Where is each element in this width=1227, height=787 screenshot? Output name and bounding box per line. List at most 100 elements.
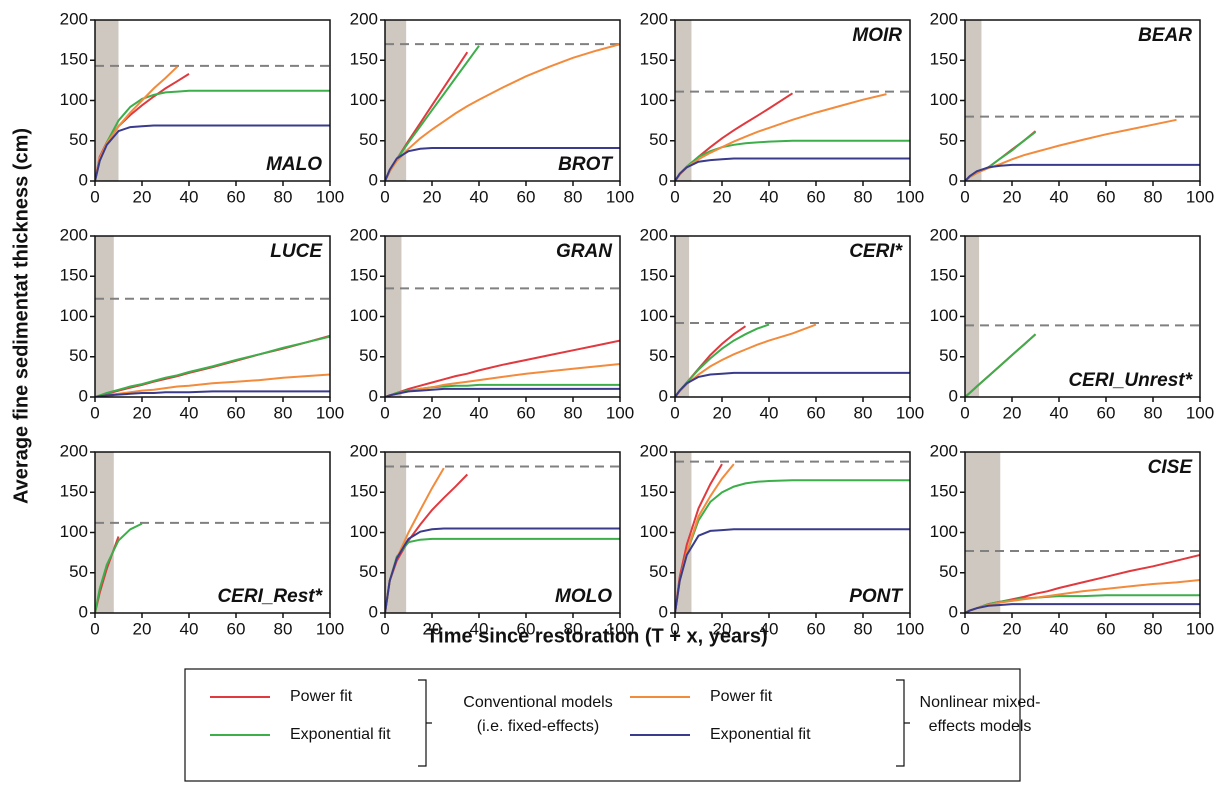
x-tick-label: 40 bbox=[1050, 619, 1069, 638]
x-tick-label: 100 bbox=[1186, 187, 1214, 206]
y-tick-label: 0 bbox=[369, 170, 378, 189]
fit-line bbox=[385, 363, 620, 397]
x-tick-label: 20 bbox=[713, 619, 732, 638]
fit-line bbox=[675, 93, 887, 181]
restoration-shade bbox=[675, 20, 692, 181]
x-tick-label: 60 bbox=[807, 619, 826, 638]
panel-title: PONT bbox=[849, 586, 903, 607]
x-tick-label: 40 bbox=[180, 619, 199, 638]
x-tick-label: 40 bbox=[470, 187, 489, 206]
panel: 0 50 100 150 200 0 20 40 60 80 100 MOIR bbox=[640, 9, 925, 206]
y-tick-label: 50 bbox=[939, 562, 958, 581]
x-tick-label: 80 bbox=[564, 619, 583, 638]
fit-line bbox=[675, 323, 817, 397]
fit-line bbox=[965, 603, 1200, 613]
x-tick-label: 100 bbox=[1186, 403, 1214, 422]
x-tick-label: 60 bbox=[227, 187, 246, 206]
y-tick-label: 200 bbox=[640, 225, 668, 244]
y-tick-label: 0 bbox=[79, 602, 88, 621]
panel-title: CERI_Rest* bbox=[217, 586, 323, 607]
x-tick-label: 20 bbox=[1003, 403, 1022, 422]
fit-line bbox=[95, 390, 330, 397]
panel: 0 50 100 150 200 0 20 40 60 80 100 PONT bbox=[640, 441, 925, 638]
y-tick-label: 100 bbox=[350, 522, 378, 541]
x-tick-label: 100 bbox=[606, 619, 634, 638]
y-tick-label: 200 bbox=[350, 441, 378, 460]
fit-line bbox=[675, 157, 910, 181]
x-tick-label: 20 bbox=[423, 619, 442, 638]
y-tick-label: 100 bbox=[350, 306, 378, 325]
y-tick-label: 200 bbox=[930, 441, 958, 460]
y-tick-label: 100 bbox=[60, 306, 88, 325]
y-tick-label: 200 bbox=[60, 441, 88, 460]
y-tick-label: 0 bbox=[949, 386, 958, 405]
y-tick-label: 0 bbox=[79, 170, 88, 189]
x-tick-label: 100 bbox=[896, 187, 924, 206]
fit-line bbox=[95, 335, 330, 397]
legend-entry: Exponential fit bbox=[710, 726, 811, 743]
x-tick-label: 0 bbox=[90, 187, 99, 206]
y-tick-label: 150 bbox=[930, 266, 958, 285]
x-tick-label: 20 bbox=[133, 187, 152, 206]
y-tick-label: 150 bbox=[60, 50, 88, 69]
fit-line bbox=[965, 333, 1037, 397]
y-tick-label: 50 bbox=[649, 130, 668, 149]
y-tick-label: 100 bbox=[930, 306, 958, 325]
restoration-shade bbox=[95, 20, 119, 181]
fit-line bbox=[675, 92, 794, 181]
y-tick-label: 50 bbox=[939, 346, 958, 365]
y-tick-label: 0 bbox=[79, 386, 88, 405]
y-tick-label: 150 bbox=[640, 482, 668, 501]
y-tick-label: 100 bbox=[60, 522, 88, 541]
x-tick-label: 40 bbox=[1050, 187, 1069, 206]
y-tick-label: 150 bbox=[350, 50, 378, 69]
restoration-shade bbox=[675, 236, 690, 397]
panel: 0 50 100 150 200 0 20 40 60 80 100 LUCE bbox=[60, 225, 345, 422]
y-tick-label: 100 bbox=[640, 306, 668, 325]
fit-line bbox=[675, 371, 910, 397]
legend-bracket bbox=[896, 679, 910, 767]
x-tick-label: 40 bbox=[760, 619, 779, 638]
restoration-shade bbox=[965, 452, 1001, 613]
y-tick-label: 150 bbox=[350, 266, 378, 285]
x-tick-label: 100 bbox=[606, 403, 634, 422]
x-tick-label: 0 bbox=[960, 187, 969, 206]
x-tick-label: 40 bbox=[760, 403, 779, 422]
legend-bracket bbox=[418, 679, 432, 767]
fit-line bbox=[385, 387, 620, 397]
y-tick-label: 50 bbox=[359, 346, 378, 365]
legend-entry: Power fit bbox=[710, 688, 773, 705]
x-tick-label: 0 bbox=[380, 619, 389, 638]
restoration-shade bbox=[965, 20, 982, 181]
x-tick-label: 40 bbox=[180, 403, 199, 422]
restoration-shade bbox=[385, 236, 402, 397]
x-tick-label: 80 bbox=[564, 187, 583, 206]
fit-line bbox=[385, 147, 620, 181]
fit-line bbox=[385, 527, 620, 613]
fit-line bbox=[965, 118, 1177, 181]
legend-group-label: (i.e. fixed-effects) bbox=[477, 718, 599, 735]
legend-entry: Exponential fit bbox=[290, 726, 391, 743]
restoration-shade bbox=[95, 452, 114, 613]
x-tick-label: 20 bbox=[713, 187, 732, 206]
y-tick-label: 150 bbox=[640, 266, 668, 285]
x-tick-label: 60 bbox=[517, 403, 536, 422]
x-tick-label: 20 bbox=[423, 403, 442, 422]
x-tick-label: 0 bbox=[90, 403, 99, 422]
fit-line bbox=[95, 89, 330, 181]
x-tick-label: 0 bbox=[380, 403, 389, 422]
panel-title: BROT bbox=[558, 154, 613, 175]
x-tick-label: 0 bbox=[960, 619, 969, 638]
x-axis-label: Time since restoration (T + x, years) bbox=[426, 625, 767, 647]
y-tick-label: 0 bbox=[949, 602, 958, 621]
x-tick-label: 80 bbox=[564, 403, 583, 422]
y-tick-label: 100 bbox=[640, 90, 668, 109]
panel-title: MALO bbox=[266, 154, 322, 175]
x-tick-label: 40 bbox=[470, 403, 489, 422]
panel-title: LUCE bbox=[270, 241, 323, 262]
x-tick-label: 40 bbox=[180, 187, 199, 206]
y-tick-label: 100 bbox=[640, 522, 668, 541]
x-tick-label: 80 bbox=[274, 403, 293, 422]
x-tick-label: 100 bbox=[896, 619, 924, 638]
